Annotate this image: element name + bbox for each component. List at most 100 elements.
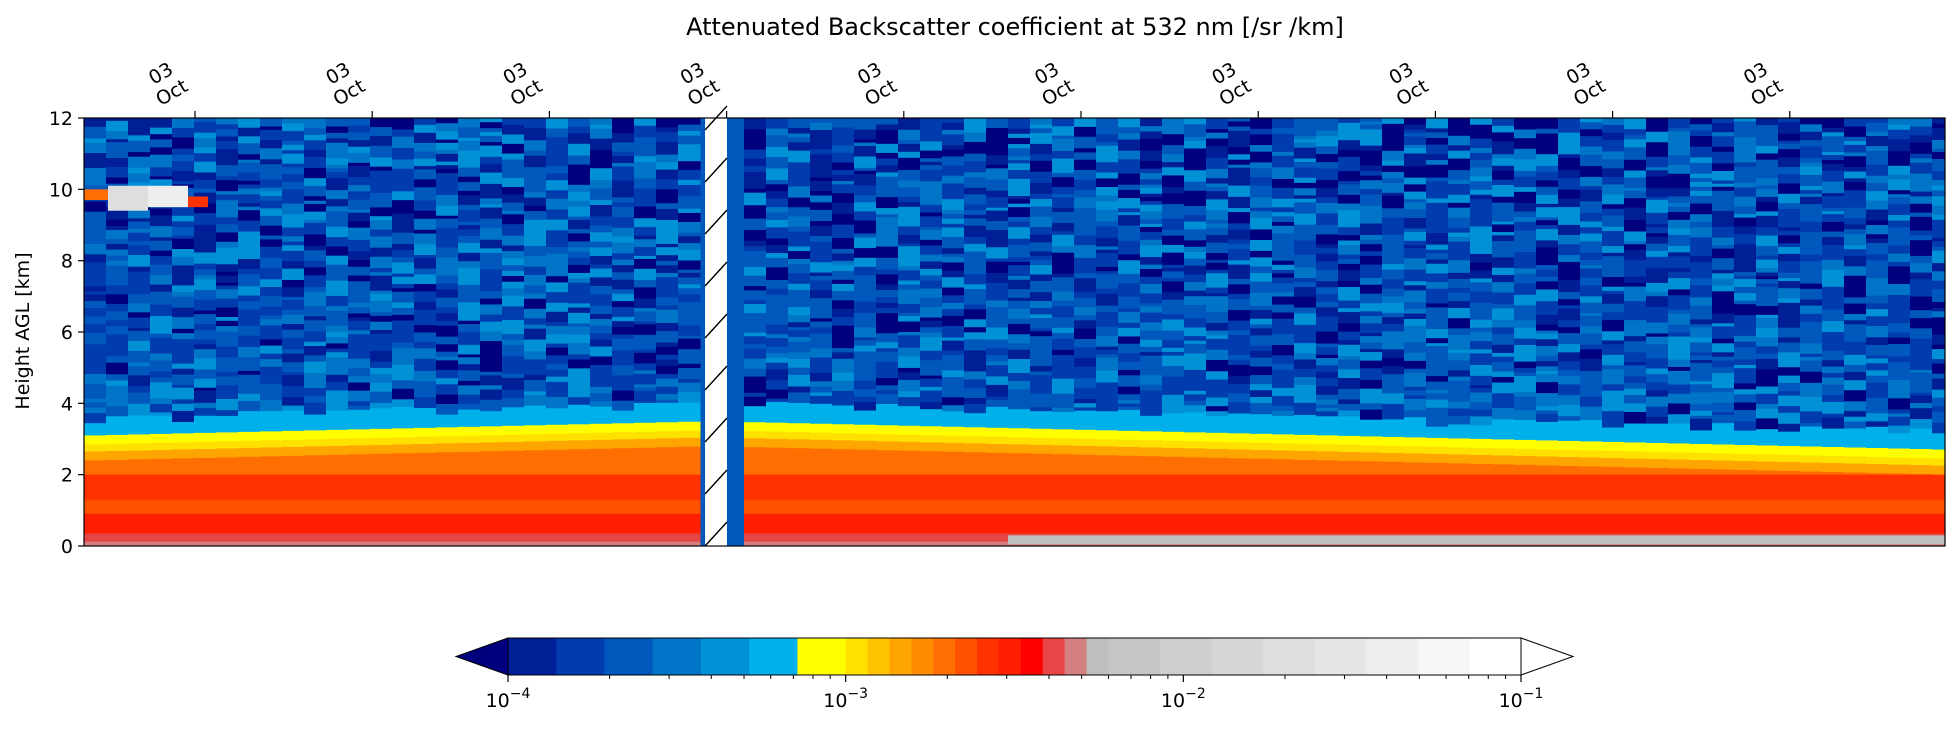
y-axis-ticks: 0 2 4 6 8 10 12 — [49, 108, 84, 558]
profile-column — [1096, 118, 1119, 547]
colorbar-tick-label: 10−3 — [823, 686, 868, 712]
profile-column — [238, 118, 261, 547]
profile-column — [1008, 118, 1031, 547]
profile-column — [1910, 118, 1933, 547]
profile-column — [1360, 118, 1383, 547]
profile-column — [898, 118, 921, 547]
profile-column — [480, 118, 503, 547]
profile-column — [1162, 118, 1185, 547]
y-tick-label: 0 — [61, 536, 73, 558]
profile-column — [766, 118, 789, 547]
colorbar-tick-label: 10−1 — [1499, 686, 1544, 712]
profile-column — [1558, 118, 1581, 547]
colorbar-over-extension — [1520, 637, 1575, 676]
profile-column — [414, 118, 437, 547]
colorbar-swatch — [749, 638, 799, 675]
profile-column — [1316, 118, 1339, 547]
profile-column — [1118, 118, 1141, 547]
profile-column — [1690, 118, 1713, 547]
colorbar-tick-label: 10−4 — [486, 686, 531, 712]
y-axis-label: Height AGL [km] — [12, 252, 34, 409]
colorbar-swatch — [652, 638, 702, 675]
profile-column — [1470, 118, 1493, 547]
profile-column — [1778, 118, 1801, 547]
profile-column — [1052, 118, 1075, 547]
profile-column — [1844, 118, 1867, 547]
profile-column — [370, 118, 393, 547]
colorbar-swatch — [889, 638, 912, 675]
colorbar-under-extension — [454, 637, 509, 676]
profile-column — [744, 118, 767, 547]
profile-column — [1536, 118, 1559, 547]
profile-column — [634, 118, 657, 547]
profile-column — [1602, 118, 1625, 547]
colorbar-swatch — [955, 638, 978, 675]
profile-column — [1404, 118, 1427, 547]
colorbar-swatch — [1314, 638, 1367, 675]
y-tick-label: 2 — [61, 465, 73, 487]
colorbar-swatch — [998, 638, 1022, 675]
colorbar-swatch — [797, 638, 847, 675]
colorbar-swatch — [845, 638, 869, 675]
colorbar-swatch — [604, 638, 654, 675]
profile-column — [1074, 118, 1097, 547]
y-tick-label: 12 — [49, 108, 73, 130]
colorbar-swatch — [1064, 638, 1088, 675]
profile-column — [106, 118, 129, 547]
profile-column — [1426, 118, 1449, 547]
profile-column — [854, 118, 877, 547]
high-cloud — [84, 185, 208, 211]
profile-column — [172, 118, 195, 547]
profile-column — [612, 118, 635, 547]
profile-column — [128, 118, 151, 547]
profile-column — [304, 118, 327, 547]
y-tick-label: 4 — [61, 393, 73, 415]
profile-column — [348, 118, 371, 547]
profile-column — [1382, 118, 1405, 547]
profile-column — [84, 118, 107, 547]
profile-column — [1866, 118, 1889, 547]
y-tick-label: 6 — [61, 322, 73, 344]
profile-column — [458, 118, 481, 547]
colorbar-swatch — [1159, 638, 1213, 675]
profile-column — [1624, 118, 1647, 547]
profile-column — [194, 118, 217, 547]
colorbar-swatch — [867, 638, 891, 675]
colorbar-swatch — [1108, 638, 1161, 675]
profile-column — [1646, 118, 1669, 547]
profile-column — [656, 118, 679, 547]
profile-column — [392, 118, 415, 547]
profile-column — [568, 118, 591, 547]
profile-column — [1294, 118, 1317, 547]
profile-column — [1184, 118, 1207, 547]
colorbar-swatch — [1020, 638, 1044, 675]
profile-column — [876, 118, 899, 547]
profile-column — [1580, 118, 1603, 547]
profile-column — [590, 118, 613, 547]
colorbar-swatch — [1366, 638, 1419, 675]
colorbar-swatch — [1042, 638, 1066, 675]
profile-column — [1514, 118, 1537, 547]
profile-column — [282, 118, 305, 547]
profile-column — [678, 118, 701, 547]
profile-column — [216, 118, 239, 547]
profile-column — [1734, 118, 1757, 547]
colorbar-tick-label: 10−2 — [1161, 686, 1206, 712]
colorbar-frame — [507, 637, 1522, 676]
profile-column — [810, 118, 833, 547]
profile-column — [1888, 118, 1911, 547]
colorbar-swatch — [911, 638, 934, 675]
colorbar: 10−4 10−3 10−2 10−1 — [454, 637, 1575, 712]
colorbar-swatch — [1263, 638, 1316, 675]
profile-column — [1030, 118, 1053, 547]
profile-column — [326, 118, 349, 547]
profile-column — [788, 118, 811, 547]
data-gap — [704, 105, 728, 547]
